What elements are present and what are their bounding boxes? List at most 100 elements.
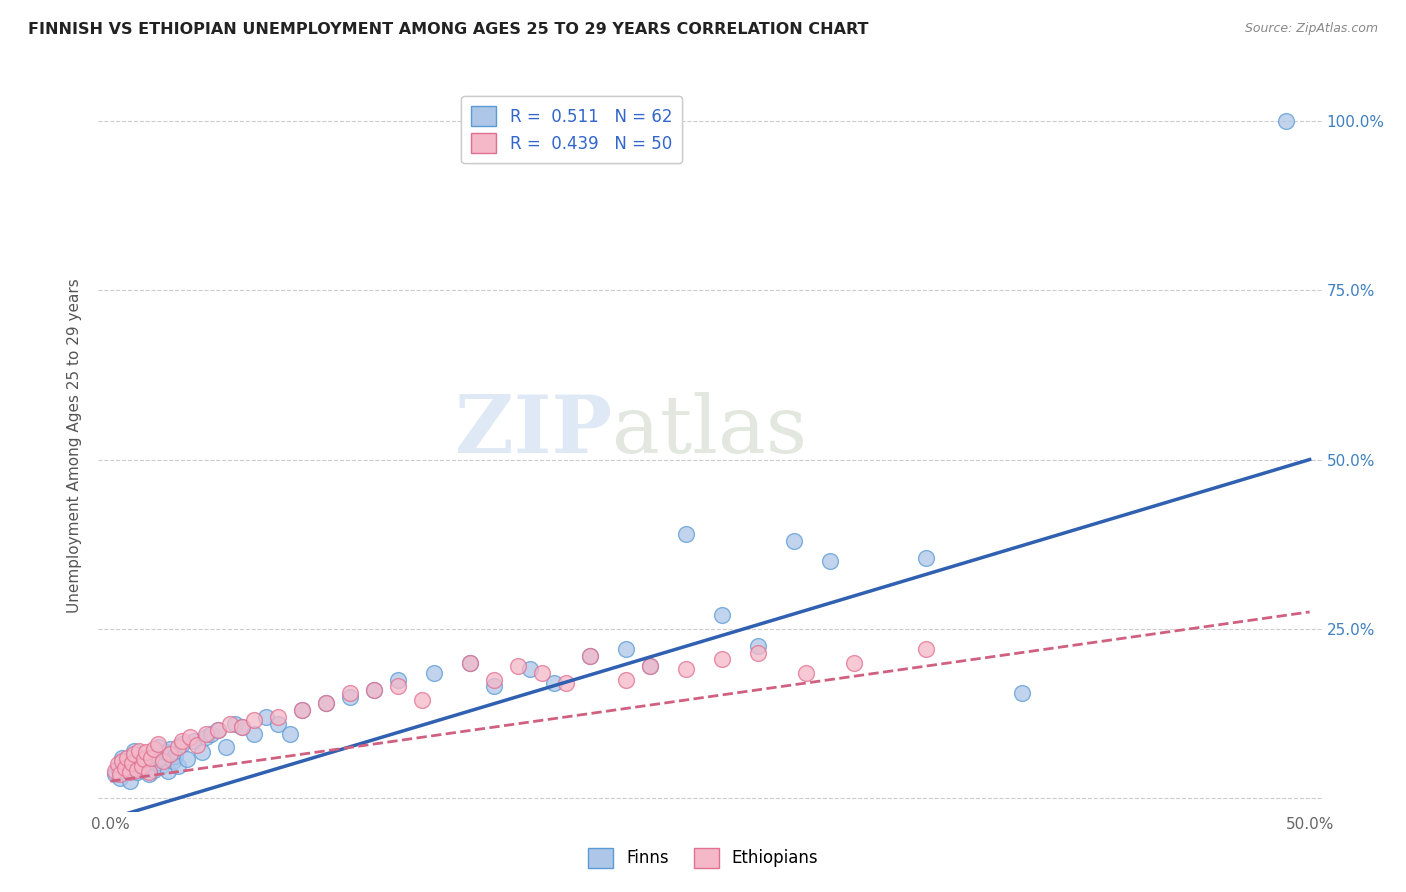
Point bbox=[195, 730, 218, 744]
Point bbox=[579, 648, 602, 663]
Point bbox=[315, 697, 337, 711]
Point bbox=[423, 665, 446, 680]
Point bbox=[114, 761, 136, 775]
Point bbox=[291, 703, 314, 717]
Point bbox=[243, 727, 266, 741]
Point bbox=[231, 720, 253, 734]
Point bbox=[108, 767, 131, 781]
Point bbox=[818, 554, 841, 568]
Point bbox=[614, 642, 637, 657]
Point bbox=[214, 740, 236, 755]
Point bbox=[176, 752, 198, 766]
Point bbox=[579, 648, 602, 663]
Point bbox=[162, 754, 184, 768]
Point bbox=[387, 673, 409, 687]
Point bbox=[747, 646, 769, 660]
Point bbox=[172, 737, 194, 751]
Point bbox=[267, 716, 290, 731]
Point bbox=[1274, 114, 1296, 128]
Point bbox=[711, 608, 734, 623]
Point bbox=[125, 763, 148, 777]
Point bbox=[135, 750, 157, 764]
Point bbox=[108, 771, 131, 785]
Point bbox=[519, 663, 541, 677]
Point bbox=[231, 720, 253, 734]
Point bbox=[190, 745, 212, 759]
Point bbox=[156, 764, 179, 778]
Point bbox=[638, 659, 661, 673]
Point bbox=[339, 686, 361, 700]
Point bbox=[207, 723, 229, 738]
Point bbox=[675, 663, 697, 677]
Point bbox=[141, 750, 163, 764]
Point bbox=[179, 730, 201, 744]
Point bbox=[131, 754, 153, 768]
Point bbox=[747, 639, 769, 653]
Point bbox=[142, 742, 165, 756]
Point bbox=[915, 642, 938, 657]
Point bbox=[200, 727, 222, 741]
Point bbox=[543, 676, 565, 690]
Point bbox=[121, 757, 143, 772]
Point bbox=[291, 703, 314, 717]
Point bbox=[458, 656, 481, 670]
Y-axis label: Unemployment Among Ages 25 to 29 years: Unemployment Among Ages 25 to 29 years bbox=[67, 278, 83, 614]
Legend: R =  0.511   N = 62, R =  0.439   N = 50: R = 0.511 N = 62, R = 0.439 N = 50 bbox=[461, 96, 682, 163]
Point bbox=[166, 740, 188, 755]
Point bbox=[531, 665, 554, 680]
Point bbox=[794, 665, 817, 680]
Point bbox=[155, 745, 177, 759]
Point bbox=[114, 764, 136, 778]
Point bbox=[387, 680, 409, 694]
Point bbox=[363, 682, 385, 697]
Point bbox=[124, 744, 146, 758]
Point bbox=[148, 737, 170, 751]
Point bbox=[278, 727, 301, 741]
Point bbox=[195, 727, 218, 741]
Point bbox=[104, 764, 127, 778]
Point bbox=[363, 682, 385, 697]
Text: Source: ZipAtlas.com: Source: ZipAtlas.com bbox=[1244, 22, 1378, 36]
Point bbox=[254, 710, 277, 724]
Point bbox=[783, 533, 806, 548]
Point bbox=[118, 774, 141, 789]
Point bbox=[315, 697, 337, 711]
Point bbox=[125, 765, 148, 780]
Point bbox=[159, 747, 181, 761]
Point bbox=[638, 659, 661, 673]
Point bbox=[104, 767, 127, 781]
Point bbox=[132, 758, 155, 772]
Text: FINNISH VS ETHIOPIAN UNEMPLOYMENT AMONG AGES 25 TO 29 YEARS CORRELATION CHART: FINNISH VS ETHIOPIAN UNEMPLOYMENT AMONG … bbox=[28, 22, 869, 37]
Point bbox=[159, 742, 181, 756]
Point bbox=[243, 714, 266, 728]
Point bbox=[458, 656, 481, 670]
Point bbox=[148, 740, 170, 755]
Text: atlas: atlas bbox=[612, 392, 807, 470]
Point bbox=[135, 745, 157, 759]
Point bbox=[124, 747, 146, 761]
Point bbox=[149, 758, 172, 772]
Point bbox=[508, 659, 530, 673]
Point bbox=[172, 733, 194, 747]
Point bbox=[555, 676, 578, 690]
Point bbox=[115, 750, 138, 764]
Point bbox=[482, 680, 505, 694]
Point bbox=[111, 750, 134, 764]
Point bbox=[165, 749, 187, 764]
Point bbox=[842, 656, 865, 670]
Point bbox=[145, 756, 167, 770]
Point bbox=[482, 673, 505, 687]
Point bbox=[128, 744, 150, 758]
Point bbox=[339, 690, 361, 704]
Point bbox=[142, 763, 165, 777]
Point bbox=[128, 761, 150, 775]
Point bbox=[115, 754, 138, 768]
Point bbox=[183, 733, 205, 747]
Point bbox=[111, 754, 134, 768]
Point bbox=[219, 716, 242, 731]
Point bbox=[131, 758, 153, 772]
Text: ZIP: ZIP bbox=[456, 392, 612, 470]
Point bbox=[267, 710, 290, 724]
Point bbox=[711, 652, 734, 666]
Legend: Finns, Ethiopians: Finns, Ethiopians bbox=[581, 841, 825, 875]
